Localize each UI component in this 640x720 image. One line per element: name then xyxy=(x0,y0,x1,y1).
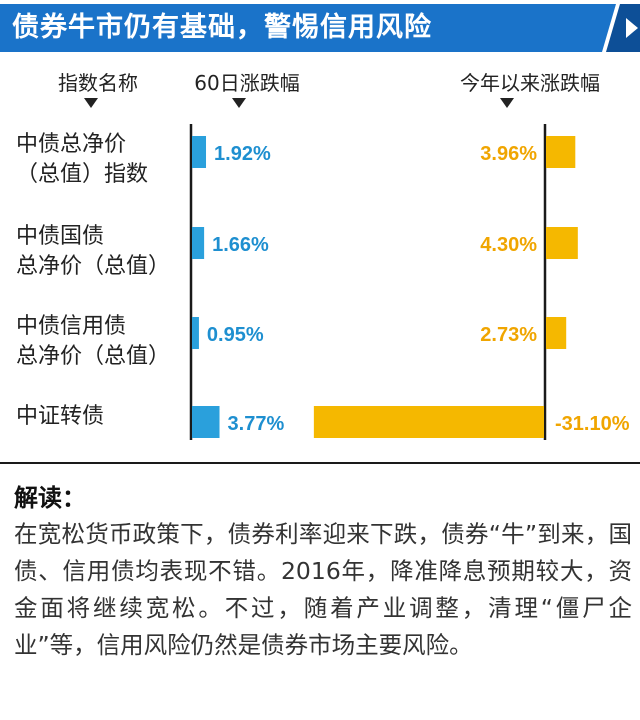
commentary-body: 在宽松货币政策下，债券利率迎来下跌，债券“牛”到来，国债、信用债均表现不错。20… xyxy=(14,520,632,659)
row-label-2: 中债信用债 总净价（总值） xyxy=(16,312,170,372)
title-banner-shape xyxy=(0,4,616,52)
data-label-ytd: -31.10% xyxy=(555,413,630,435)
ytd-arrow-icon xyxy=(500,98,514,108)
bar-ytd xyxy=(546,136,576,168)
bar-ytd xyxy=(546,317,567,349)
row-label-line: 中债国债 xyxy=(16,224,105,249)
data-label-60d: 1.92% xyxy=(214,143,271,165)
data-label-60d: 3.77% xyxy=(228,413,285,435)
bar-ytd xyxy=(546,227,578,259)
banner-chevron-icon xyxy=(626,18,638,38)
row-label-1: 中债国债 总净价（总值） xyxy=(16,222,170,282)
ytd-header: 今年以来涨跌幅 xyxy=(460,71,600,95)
title-banner-edge xyxy=(606,4,640,52)
page-title: 债券牛市仍有基础，警惕信用风险 xyxy=(12,12,432,43)
bar-60d xyxy=(192,136,207,168)
data-label-ytd: 3.96% xyxy=(480,143,537,165)
index-name-arrow-icon xyxy=(84,98,98,108)
sixty-day-header: 60日涨跌幅 xyxy=(194,71,300,95)
bar-60d xyxy=(192,317,199,349)
row-label-line: （总值）指数 xyxy=(16,162,149,187)
bar-60d xyxy=(192,227,205,259)
data-label-ytd: 4.30% xyxy=(480,234,537,256)
row-label-line: 中债信用债 xyxy=(16,314,127,339)
row-label-line: 中债总净价 xyxy=(16,132,127,157)
section-divider xyxy=(0,462,640,464)
sixty-day-arrow-icon xyxy=(232,98,246,108)
title-banner xyxy=(0,4,640,52)
row-label-line: 中证转债 xyxy=(16,404,105,429)
bar-chart: 1.92% 1.66% 0.95% 3.77% 3.96% 4.30% 2.73% -31.1… xyxy=(189,124,630,440)
data-label-ytd: 2.73% xyxy=(480,324,537,346)
bar-ytd xyxy=(313,406,544,438)
row-label-line: 总净价（总值） xyxy=(16,254,171,279)
row-label-line: 总净价（总值） xyxy=(16,344,171,369)
data-label-60d: 0.95% xyxy=(207,324,264,346)
bar-60d xyxy=(192,406,220,438)
index-name-header: 指数名称 xyxy=(58,71,138,95)
commentary-title: 解读： xyxy=(14,484,86,512)
data-label-60d: 1.66% xyxy=(212,234,269,256)
row-label-0: 中债总净价 （总值）指数 xyxy=(16,130,148,190)
row-label-3: 中证转债 xyxy=(16,402,104,432)
